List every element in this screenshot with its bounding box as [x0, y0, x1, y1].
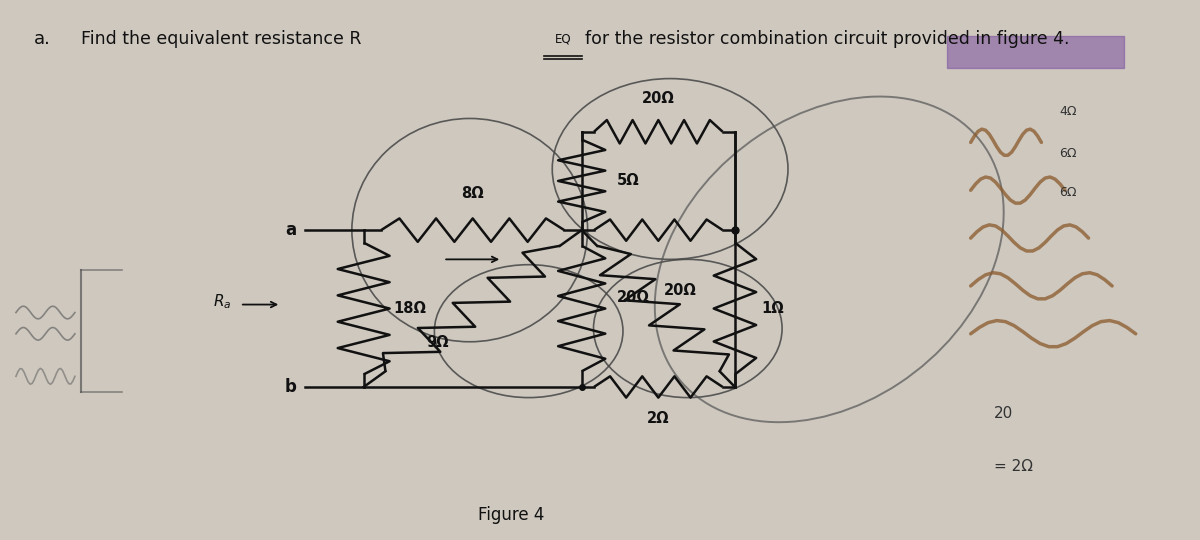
Text: 1Ω: 1Ω — [761, 301, 784, 316]
Text: Figure 4: Figure 4 — [478, 505, 544, 524]
Text: 8Ω: 8Ω — [461, 186, 484, 201]
Text: b: b — [284, 378, 296, 396]
Text: 20: 20 — [995, 406, 1014, 421]
Text: 20Ω: 20Ω — [617, 291, 650, 306]
Text: a.: a. — [34, 30, 50, 48]
Text: 4Ω: 4Ω — [1060, 105, 1076, 118]
Text: Find the equivalent resistance R: Find the equivalent resistance R — [80, 30, 361, 48]
Text: EQ: EQ — [554, 32, 571, 46]
Text: for the resistor combination circuit provided in figure 4.: for the resistor combination circuit pro… — [586, 30, 1069, 48]
Text: 9Ω: 9Ω — [426, 335, 449, 350]
Text: 20Ω: 20Ω — [665, 283, 697, 298]
Text: 6Ω: 6Ω — [1060, 186, 1076, 199]
Text: 5Ω: 5Ω — [617, 173, 640, 188]
Text: 6Ω: 6Ω — [1060, 146, 1076, 159]
Text: a: a — [286, 221, 296, 239]
Text: = 2Ω: = 2Ω — [995, 459, 1033, 474]
Text: 2Ω: 2Ω — [647, 411, 670, 426]
Text: 18Ω: 18Ω — [394, 301, 426, 316]
Text: $R_{a}$: $R_{a}$ — [214, 293, 232, 311]
Text: 20Ω: 20Ω — [642, 91, 674, 106]
